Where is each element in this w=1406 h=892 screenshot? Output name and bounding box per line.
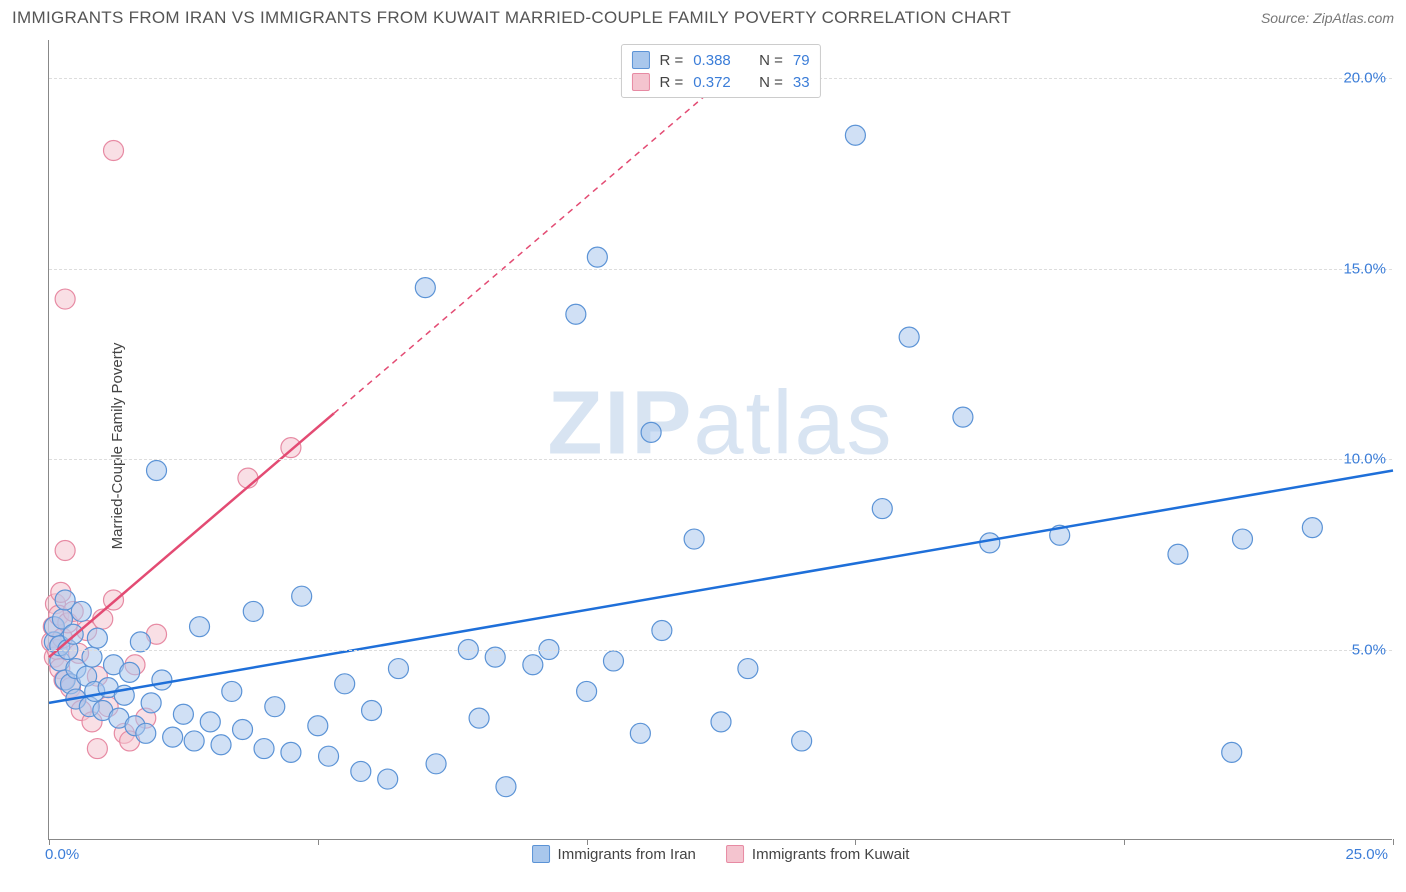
y-tick-label: 10.0% (1343, 451, 1386, 468)
gridline (49, 650, 1392, 651)
correlation-legend: R = 0.388 N = 79 R = 0.372 N = 33 (620, 44, 820, 98)
gridline (49, 269, 1392, 270)
y-tick-label: 20.0% (1343, 70, 1386, 87)
legend-item-iran: Immigrants from Iran (532, 845, 696, 863)
x-tick (587, 839, 588, 845)
x-tick (49, 839, 50, 845)
x-tick (318, 839, 319, 845)
chart-canvas (49, 40, 1392, 839)
plot-area: ZIPatlas R = 0.388 N = 79 R = 0.372 N = … (48, 40, 1392, 840)
x-tick (1124, 839, 1125, 845)
legend-row-kuwait: R = 0.372 N = 33 (631, 71, 809, 93)
legend-item-kuwait: Immigrants from Kuwait (726, 845, 910, 863)
swatch-kuwait-icon (726, 845, 744, 863)
gridline (49, 459, 1392, 460)
series-legend: Immigrants from Iran Immigrants from Kuw… (532, 845, 910, 863)
x-tick (1393, 839, 1394, 845)
swatch-kuwait (631, 73, 649, 91)
chart-title: IMMIGRANTS FROM IRAN VS IMMIGRANTS FROM … (12, 8, 1011, 28)
y-tick-label: 5.0% (1352, 641, 1386, 658)
source-attribution: Source: ZipAtlas.com (1261, 10, 1394, 26)
swatch-iran (631, 51, 649, 69)
x-axis-end: 25.0% (1345, 846, 1388, 863)
y-tick-label: 15.0% (1343, 260, 1386, 277)
x-axis-start: 0.0% (45, 846, 79, 863)
swatch-iran-icon (532, 845, 550, 863)
legend-row-iran: R = 0.388 N = 79 (631, 49, 809, 71)
x-tick (855, 839, 856, 845)
